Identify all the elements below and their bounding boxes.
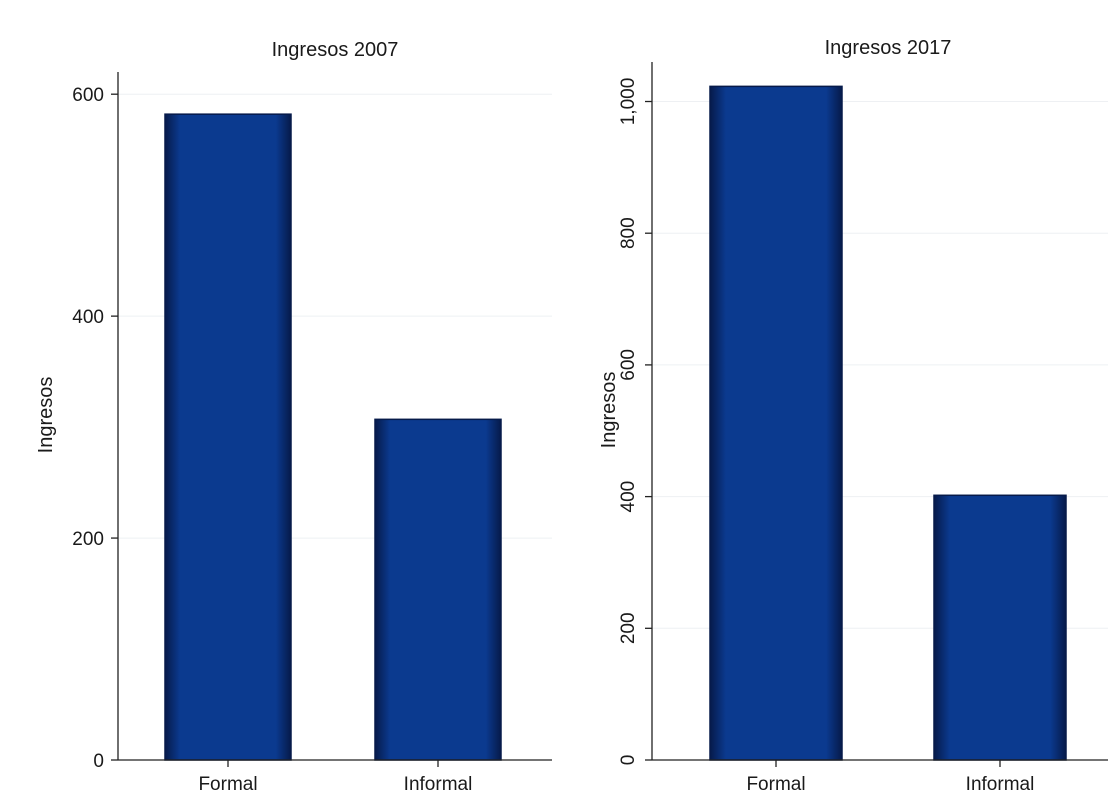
- y-tick-label: 400: [72, 307, 104, 328]
- y-tick-label: 200: [618, 612, 639, 644]
- bar-formal: [164, 113, 292, 761]
- y-tick-label: 600: [72, 85, 104, 106]
- chart-ingresos-2007: Ingresos 2007 Ingresos 0 200 400 600 Formal…: [35, 39, 552, 795]
- y-tick-label: 400: [618, 481, 639, 513]
- bar-informal: [933, 494, 1067, 761]
- y-tick-label: 200: [72, 529, 104, 550]
- chart-svg-2017: Ingresos 2017 Ingresos 0 200 400 600 800 1,00…: [598, 37, 1108, 795]
- x-tick-label: Formal: [198, 774, 257, 795]
- x-tick-label: Informal: [404, 774, 473, 795]
- y-axis-label: Ingresos: [35, 377, 57, 454]
- x-tick-label: Formal: [746, 774, 805, 795]
- y-tick-label: 0: [618, 755, 639, 766]
- bar-informal: [374, 418, 502, 761]
- chart-ingresos-2017: Ingresos 2017 Ingresos 0 200 400 600 800 1,00…: [570, 0, 1110, 809]
- chart-title: Ingresos 2007: [272, 39, 399, 61]
- y-tick-label: 600: [618, 349, 639, 381]
- x-tick-label: Informal: [966, 774, 1035, 795]
- y-axis-label: Ingresos: [598, 372, 620, 449]
- y-tick-label: 800: [618, 217, 639, 249]
- chart-title: Ingresos 2017: [825, 37, 952, 59]
- bar-formal: [709, 85, 843, 761]
- y-tick-label: 1,000: [618, 78, 639, 126]
- chart-svg-2007: Ingresos 2007 Ingresos 0 200 400 600 Formal…: [35, 39, 552, 795]
- y-tick-label: 0: [93, 751, 104, 772]
